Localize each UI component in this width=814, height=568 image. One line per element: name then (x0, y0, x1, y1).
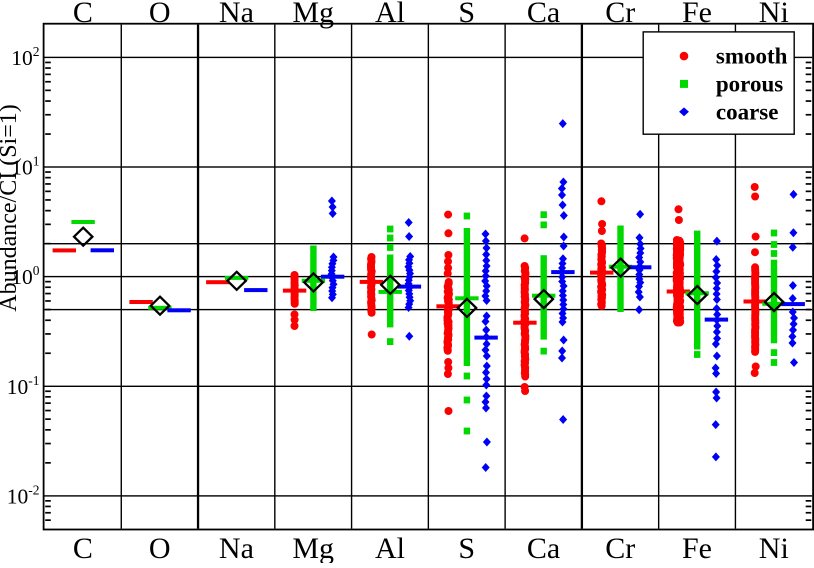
svg-text:O: O (149, 532, 171, 563)
svg-text:porous: porous (716, 71, 783, 96)
svg-text:Abundance/CI (Si=1): Abundance/CI (Si=1) (0, 104, 22, 312)
svg-text:Ni: Ni (759, 532, 789, 563)
svg-text:Ca: Ca (527, 532, 560, 563)
svg-text:Ni: Ni (759, 0, 789, 29)
svg-text:S: S (458, 532, 475, 563)
svg-text:Na: Na (219, 0, 254, 29)
svg-text:Mg: Mg (292, 0, 334, 29)
svg-text:Cr: Cr (605, 532, 635, 563)
svg-text:Mg: Mg (292, 532, 334, 563)
svg-text:Ca: Ca (527, 0, 560, 29)
svg-text:Cr: Cr (605, 0, 635, 29)
svg-text:Fe: Fe (682, 532, 712, 563)
svg-text:O: O (149, 0, 171, 29)
svg-text:smooth: smooth (716, 44, 788, 69)
svg-text:Al: Al (375, 0, 405, 29)
svg-text:coarse: coarse (716, 99, 779, 124)
svg-text:Al: Al (375, 532, 405, 563)
svg-text:S: S (458, 0, 475, 29)
svg-text:Na: Na (219, 532, 254, 563)
svg-text:C: C (73, 0, 93, 29)
svg-text:C: C (73, 532, 93, 563)
svg-text:Fe: Fe (682, 0, 712, 29)
